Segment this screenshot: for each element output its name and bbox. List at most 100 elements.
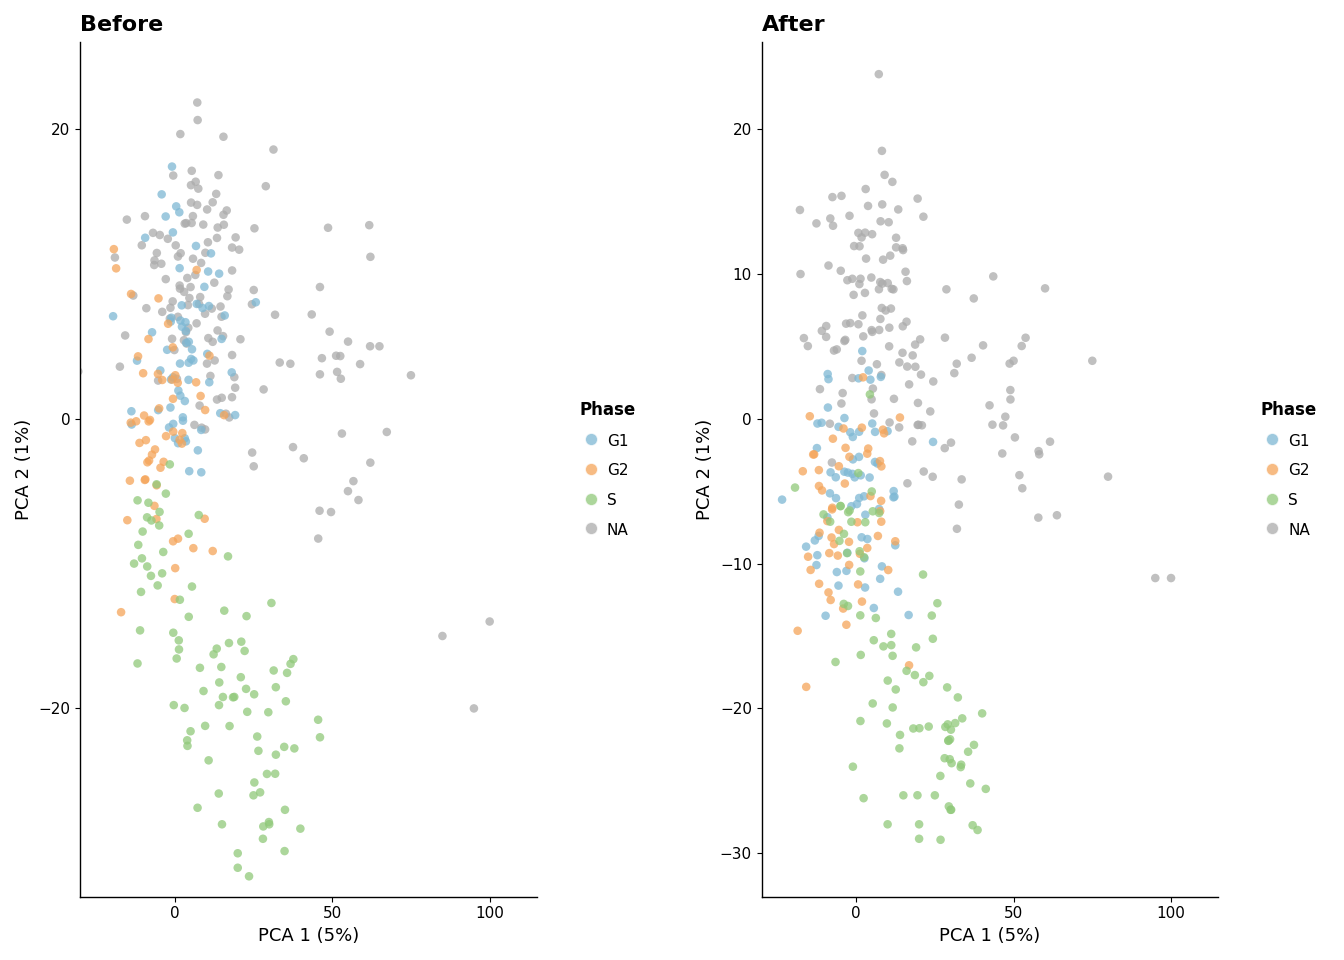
Point bbox=[1000, 392, 1021, 407]
Point bbox=[195, 306, 216, 322]
Point bbox=[905, 667, 926, 683]
Point bbox=[938, 732, 960, 748]
Point bbox=[137, 559, 159, 574]
Point bbox=[176, 732, 198, 748]
Point bbox=[941, 722, 962, 737]
Point bbox=[211, 309, 233, 324]
Point bbox=[847, 496, 868, 512]
Point bbox=[167, 249, 188, 264]
Point bbox=[126, 492, 148, 508]
Point bbox=[218, 282, 239, 298]
Point bbox=[1000, 382, 1021, 397]
Point bbox=[146, 246, 168, 261]
Point bbox=[208, 697, 230, 712]
Point bbox=[829, 498, 851, 514]
Point bbox=[177, 355, 199, 371]
Point bbox=[878, 276, 899, 291]
Point bbox=[950, 759, 972, 775]
Point bbox=[806, 416, 828, 431]
Point bbox=[833, 333, 855, 348]
Point bbox=[199, 374, 220, 390]
Point bbox=[168, 633, 190, 648]
Point bbox=[817, 585, 839, 600]
Point bbox=[849, 647, 871, 662]
Point bbox=[883, 391, 905, 406]
Point bbox=[312, 350, 333, 366]
Point bbox=[138, 453, 160, 468]
Point bbox=[308, 531, 329, 546]
Point bbox=[833, 464, 855, 479]
Point bbox=[872, 638, 894, 654]
Point bbox=[871, 300, 892, 316]
Point bbox=[176, 215, 198, 230]
Point bbox=[317, 220, 339, 235]
Point bbox=[863, 406, 884, 421]
Point bbox=[284, 741, 305, 756]
Point bbox=[207, 323, 228, 338]
Point bbox=[265, 766, 286, 781]
Point bbox=[163, 417, 184, 432]
Point bbox=[852, 308, 874, 324]
Point bbox=[187, 800, 208, 815]
Point bbox=[820, 465, 841, 480]
Point bbox=[833, 526, 855, 541]
Point bbox=[243, 282, 265, 298]
Point bbox=[478, 613, 500, 629]
Point bbox=[793, 330, 814, 346]
Point bbox=[198, 299, 219, 314]
Point bbox=[836, 273, 857, 288]
Point bbox=[890, 728, 911, 743]
Point bbox=[175, 434, 196, 449]
Point bbox=[844, 469, 866, 485]
Point bbox=[125, 414, 146, 429]
Point bbox=[171, 319, 192, 334]
Point bbox=[884, 489, 906, 504]
Point bbox=[810, 324, 832, 339]
Point bbox=[939, 732, 961, 747]
Point bbox=[198, 234, 219, 250]
Point bbox=[156, 428, 177, 444]
Point bbox=[129, 435, 151, 450]
X-axis label: PCA 1 (5%): PCA 1 (5%) bbox=[258, 927, 359, 945]
Point bbox=[133, 408, 155, 423]
Point bbox=[790, 266, 812, 281]
Point bbox=[843, 759, 864, 775]
Point bbox=[827, 342, 848, 357]
Point bbox=[133, 366, 155, 381]
Point bbox=[941, 802, 962, 817]
Point bbox=[982, 269, 1004, 284]
Point bbox=[215, 406, 237, 421]
Point bbox=[903, 721, 925, 736]
Point bbox=[857, 441, 879, 456]
Point bbox=[961, 350, 982, 366]
Point bbox=[337, 334, 359, 349]
Point bbox=[872, 252, 894, 267]
Point bbox=[247, 743, 269, 758]
Point bbox=[176, 335, 198, 350]
Point bbox=[188, 297, 210, 312]
Point bbox=[187, 112, 208, 128]
Point bbox=[853, 489, 875, 504]
Point bbox=[165, 238, 187, 253]
Point bbox=[185, 238, 207, 253]
Point bbox=[817, 510, 839, 525]
Point bbox=[177, 610, 199, 625]
Point bbox=[874, 167, 895, 182]
Point bbox=[1145, 570, 1167, 586]
Point bbox=[152, 304, 173, 320]
Point bbox=[190, 397, 211, 413]
Point bbox=[208, 675, 230, 690]
Point bbox=[258, 705, 280, 720]
Text: After: After bbox=[762, 15, 825, 35]
Point bbox=[130, 237, 152, 252]
Point bbox=[155, 272, 176, 287]
Point bbox=[325, 348, 347, 364]
Point bbox=[831, 396, 852, 411]
Point bbox=[863, 600, 884, 615]
Point bbox=[309, 367, 331, 382]
Point bbox=[866, 611, 887, 626]
Point bbox=[175, 315, 196, 330]
Point bbox=[922, 373, 943, 389]
Point bbox=[828, 420, 849, 435]
Point bbox=[145, 512, 167, 527]
